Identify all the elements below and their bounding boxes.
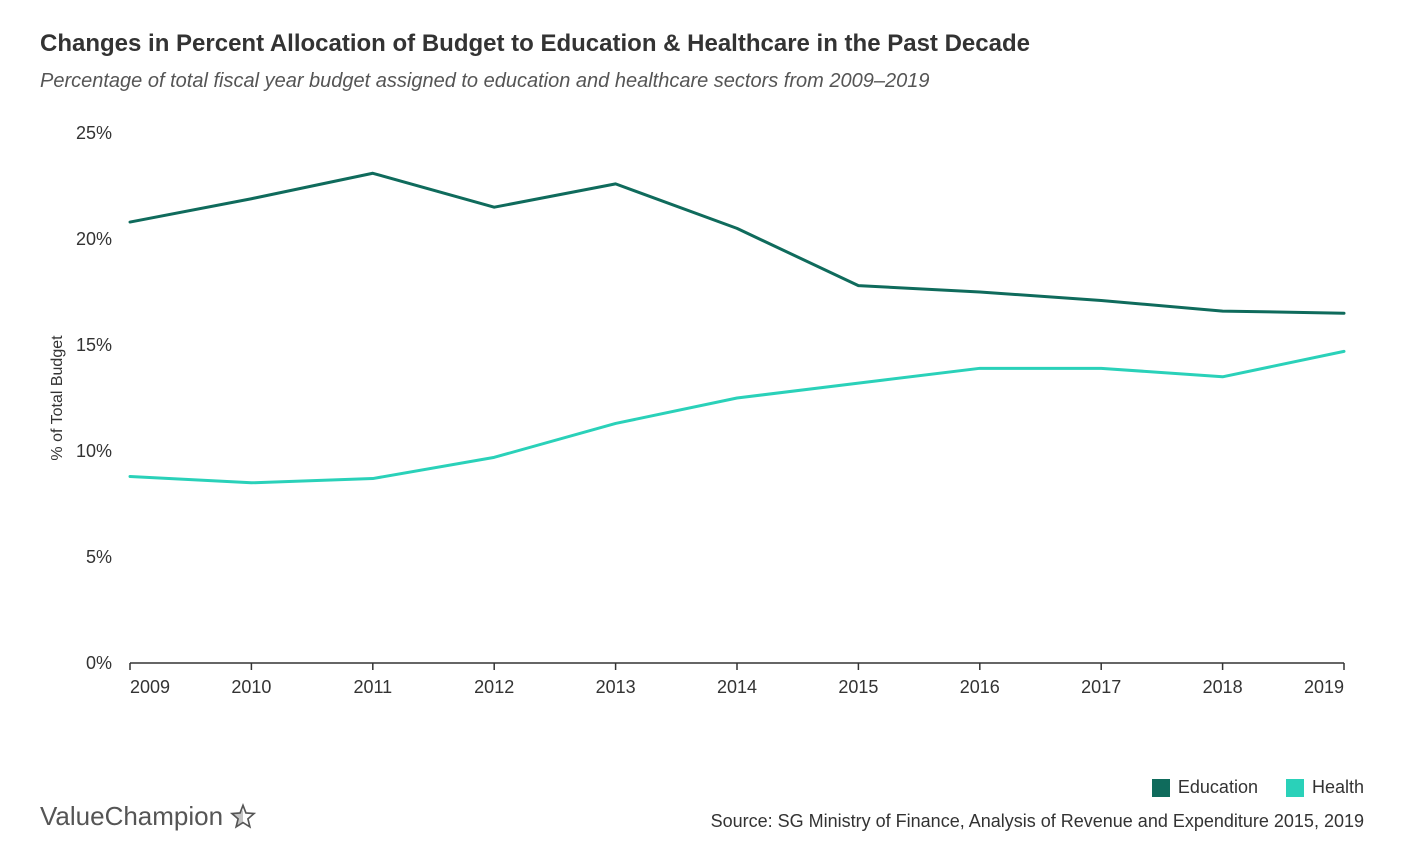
svg-text:2010: 2010 <box>231 677 271 697</box>
svg-text:0%: 0% <box>86 653 112 673</box>
svg-text:2013: 2013 <box>596 677 636 697</box>
svg-text:2012: 2012 <box>474 677 514 697</box>
legend-item-health: Health <box>1286 777 1364 798</box>
legend-swatch-education <box>1152 779 1170 797</box>
line-chart-svg: 0% 5% 10% 15% 20% 25% 2009 2010 2011 2012 2013 2014… <box>40 123 1364 713</box>
chart-area: 0% 5% 10% 15% 20% 25% 2009 2010 2011 2012 2013 2014… <box>40 123 1364 713</box>
chart-subtitle: Percentage of total fiscal year budget a… <box>40 70 1364 93</box>
svg-text:5%: 5% <box>86 547 112 567</box>
svg-text:25%: 25% <box>76 123 112 143</box>
svg-text:15%: 15% <box>76 335 112 355</box>
legend-label-health: Health <box>1312 777 1364 798</box>
svg-text:% of Total Budget: % of Total Budget <box>49 335 66 461</box>
source-text: Source: SG Ministry of Finance, Analysis… <box>711 811 1364 832</box>
svg-text:2009: 2009 <box>130 677 170 697</box>
svg-text:2016: 2016 <box>960 677 1000 697</box>
brand-text: ValueChampion <box>40 801 223 832</box>
svg-text:2015: 2015 <box>838 677 878 697</box>
svg-text:20%: 20% <box>76 229 112 249</box>
svg-text:2014: 2014 <box>717 677 757 697</box>
svg-text:2018: 2018 <box>1203 677 1243 697</box>
svg-text:2011: 2011 <box>353 677 392 697</box>
legend-label-education: Education <box>1178 777 1258 798</box>
brand-logo: ValueChampion <box>40 801 257 832</box>
star-icon <box>229 803 257 831</box>
chart-title: Changes in Percent Allocation of Budget … <box>40 30 1364 58</box>
legend-swatch-health <box>1286 779 1304 797</box>
legend-item-education: Education <box>1152 777 1258 798</box>
svg-text:2019: 2019 <box>1304 677 1344 697</box>
svg-text:10%: 10% <box>76 441 112 461</box>
legend: Education Health <box>1152 777 1364 798</box>
svg-text:2017: 2017 <box>1081 677 1121 697</box>
